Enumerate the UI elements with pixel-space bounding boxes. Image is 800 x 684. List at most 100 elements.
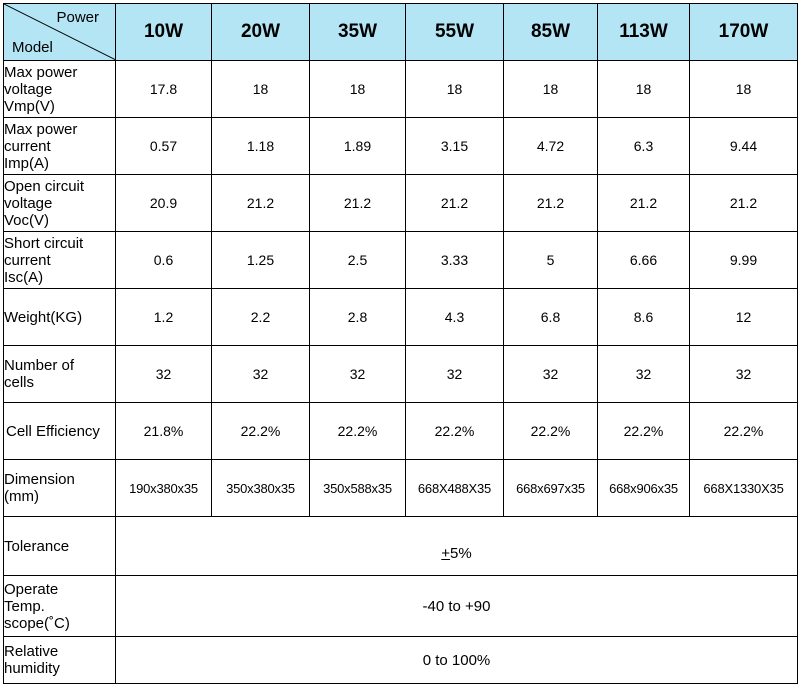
value-cell: 22.2%	[503, 402, 598, 460]
value-cell: 22.2%	[689, 402, 798, 460]
value-cell: 32	[211, 345, 310, 403]
value-cell: 5	[503, 231, 598, 289]
value-cell: 6.66	[597, 231, 690, 289]
value-cell: 18	[689, 60, 798, 118]
value-cell: 22.2%	[309, 402, 406, 460]
merged-value-text: -40 to +90	[422, 597, 491, 615]
table-row: Cell Efficiency 21.8% 22.2% 22.2% 22.2% 22.2%…	[3, 402, 798, 460]
value-cell: 1.2	[115, 288, 212, 346]
value-cell: 2.8	[309, 288, 406, 346]
model-header: 170W	[689, 3, 798, 61]
row-label-line: Voc(V)	[4, 211, 50, 229]
value-cell: 668X488X35	[405, 459, 504, 517]
row-label-line: Tolerance	[4, 537, 70, 555]
value-cell: 350x588x35	[309, 459, 406, 517]
value-cell: 668X1330X35	[689, 459, 798, 517]
value-cell: 32	[405, 345, 504, 403]
table-row: Tolerance +5%	[3, 516, 798, 576]
row-label-line: Dimension	[4, 471, 75, 488]
table-row: Open circuit voltage Voc(V) 20.9 21.2 21.2 21.…	[3, 174, 798, 232]
row-label-line: current	[4, 251, 51, 269]
value-cell: 22.2%	[405, 402, 504, 460]
row-label-line: Weight(KG)	[4, 308, 83, 326]
model-header: 20W	[211, 3, 310, 61]
row-label: Open circuit voltage Voc(V)	[3, 174, 116, 232]
value-cell: 21.2	[405, 174, 504, 232]
row-label: Short circuit current Isc(A)	[3, 231, 116, 289]
table-row: Weight(KG) 1.2 2.2 2.8 4.3 6.8 8.6 12	[3, 288, 798, 346]
value-cell: 6.8	[503, 288, 598, 346]
merged-value-cell: 0 to 100%	[115, 636, 798, 684]
row-label: Weight(KG)	[3, 288, 116, 346]
row-label-line: voltage	[4, 194, 53, 212]
row-label-line: Short circuit	[4, 234, 84, 252]
value-cell: 32	[503, 345, 598, 403]
value-cell: 1.89	[309, 117, 406, 175]
value-cell: 18	[309, 60, 406, 118]
value-cell: 9.44	[689, 117, 798, 175]
table-row: Operate Temp. scope(˚C) -40 to +90	[3, 575, 798, 637]
row-label-line: Cell Efficiency	[6, 422, 100, 440]
value-cell: 4.72	[503, 117, 598, 175]
value-cell: 32	[597, 345, 690, 403]
model-header: 10W	[115, 3, 212, 61]
value-cell: 32	[115, 345, 212, 403]
corner-cell: Power Model	[3, 3, 116, 61]
row-label-line: Operate	[4, 580, 59, 598]
row-label-line: Relative	[4, 643, 59, 660]
value-cell: 32	[689, 345, 798, 403]
merged-value-cell: -40 to +90	[115, 575, 798, 637]
table-row: Max power current Imp(A) 0.57 1.18 1.89 3.15 4.…	[3, 117, 798, 175]
corner-diagonal	[4, 4, 115, 60]
row-label: Operate Temp. scope(˚C)	[3, 575, 116, 637]
row-label-line: Max power	[4, 63, 78, 81]
value-cell: 350x380x35	[211, 459, 310, 517]
value-cell: 21.2	[211, 174, 310, 232]
merged-value-cell: +5%	[115, 516, 798, 576]
value-cell: 1.18	[211, 117, 310, 175]
row-label-line: Isc(A)	[4, 268, 44, 286]
value-cell: 20.9	[115, 174, 212, 232]
value-cell: 4.3	[405, 288, 504, 346]
value-cell: 2.2	[211, 288, 310, 346]
value-cell: 18	[503, 60, 598, 118]
value-cell: 3.15	[405, 117, 504, 175]
row-label-line: Max power	[4, 120, 78, 138]
row-label: Relative humidity	[3, 636, 116, 684]
header-row: Power Model 10W 20W 35W 55W 85W 113W 170…	[3, 3, 798, 61]
row-label: Cell Efficiency	[3, 402, 116, 460]
row-label: Max power current Imp(A)	[3, 117, 116, 175]
value-cell: 2.5	[309, 231, 406, 289]
value-cell: 1.25	[211, 231, 310, 289]
value-cell: 32	[309, 345, 406, 403]
row-label-line: Number of	[4, 357, 75, 374]
table-row: Dimension (mm) 190x380x35 350x380x35 350x588…	[3, 459, 798, 517]
merged-value-text: 0 to 100%	[422, 651, 491, 669]
value-cell: 18	[405, 60, 504, 118]
plus-minus-sign: +	[441, 544, 451, 562]
model-header: 35W	[309, 3, 406, 61]
value-cell: 0.57	[115, 117, 212, 175]
table-row: Number of cells 32 32 32 32 32 32 32	[3, 345, 798, 403]
row-label-line: cells	[4, 374, 35, 391]
corner-model-label: Model	[12, 39, 53, 56]
row-label: Dimension (mm)	[3, 459, 116, 517]
row-label-line: Vmp(V)	[4, 97, 55, 115]
value-cell: 21.2	[503, 174, 598, 232]
value-cell: 22.2%	[211, 402, 310, 460]
row-label-line: (mm)	[4, 488, 39, 505]
row-label-line: humidity	[4, 660, 60, 677]
row-label-line: Open circuit	[4, 177, 85, 195]
model-header: 55W	[405, 3, 504, 61]
value-cell: 21.2	[689, 174, 798, 232]
value-cell: 3.33	[405, 231, 504, 289]
merged-value-text: 5%	[450, 544, 472, 562]
value-cell: 21.2	[597, 174, 690, 232]
value-cell: 21.2	[309, 174, 406, 232]
spec-table: Power Model 10W 20W 35W 55W 85W 113W 170…	[3, 3, 798, 684]
value-cell: 18	[597, 60, 690, 118]
model-header: 113W	[597, 3, 690, 61]
value-cell: 668x697x35	[503, 459, 598, 517]
value-cell: 22.2%	[597, 402, 690, 460]
value-cell: 12	[689, 288, 798, 346]
